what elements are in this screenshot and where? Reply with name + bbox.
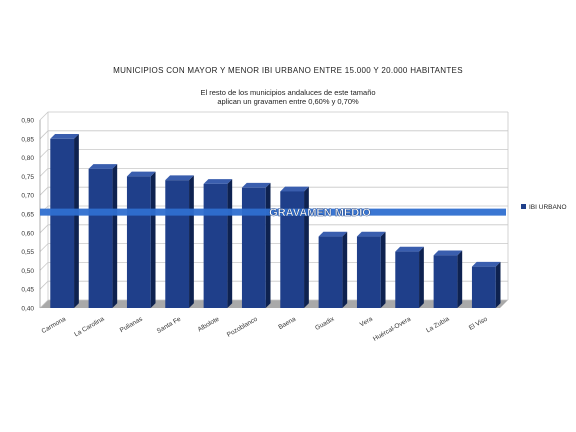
y-tick-label: 0,70: [21, 193, 34, 200]
x-tick-label: La Zubia: [425, 315, 451, 334]
bar-top: [356, 231, 386, 237]
x-tick-label: El Viso: [468, 315, 489, 331]
legend-label: IBI URBANO: [529, 204, 567, 211]
bar: [433, 250, 463, 308]
bar-front: [241, 187, 266, 308]
bar-front: [88, 168, 113, 308]
bar: [88, 164, 118, 308]
y-tick-label: 0,40: [21, 306, 34, 313]
bar-side: [380, 231, 386, 308]
bar: [203, 179, 233, 308]
bar-top: [88, 164, 118, 169]
x-tick-label: Vera: [359, 315, 374, 328]
bar-front: [165, 180, 190, 308]
bar: [280, 186, 309, 308]
plot-floor: [40, 300, 508, 308]
y-tick-label: 0,60: [21, 230, 34, 237]
x-tick-label: Albolote: [197, 315, 221, 333]
bar-top: [203, 179, 233, 184]
bar-top: [241, 182, 271, 188]
y-tick-label: 0,65: [21, 212, 34, 219]
x-tick-label: La Carolina: [73, 315, 106, 338]
bar: [395, 246, 424, 308]
bar-front: [203, 183, 228, 308]
bar-front: [471, 266, 496, 308]
bar-front: [356, 236, 381, 308]
bar-side: [74, 134, 79, 308]
y-tick-label: 0,55: [21, 249, 34, 256]
bar-side: [227, 179, 233, 308]
y-tick-label: 0,45: [21, 287, 34, 294]
y-tick-label: 0,85: [21, 136, 34, 143]
bar: [318, 231, 348, 308]
chart-title: MUNICIPIOS CON MAYOR Y MENOR IBI URBANO …: [113, 66, 463, 75]
bar-front: [318, 236, 343, 308]
x-tick-label: Pozoblanco: [226, 315, 259, 338]
bar: [165, 175, 194, 308]
bar-front: [126, 176, 151, 308]
bar-side: [457, 250, 463, 308]
bar-side: [304, 186, 309, 308]
bar-front: [50, 138, 75, 308]
legend-swatch: [521, 204, 526, 209]
y-tick-label: 0,80: [21, 155, 34, 162]
bar-top: [126, 171, 156, 177]
x-tick-label: Pulianas: [119, 315, 145, 334]
bar: [471, 261, 501, 308]
bar-front: [280, 191, 305, 308]
bar-top: [433, 250, 463, 256]
bar-top: [471, 261, 501, 267]
bar-side: [419, 246, 424, 308]
bar: [241, 182, 271, 308]
x-tick-label: Santa Fe: [156, 315, 183, 334]
x-tick-label: Baena: [277, 315, 297, 331]
chart-subtitle-line-1: El resto de los municipios andaluces de …: [200, 88, 376, 97]
bar-front: [395, 251, 420, 308]
bar-top: [165, 175, 194, 181]
x-tick-label: Guadix: [314, 315, 336, 332]
bar-side: [189, 175, 194, 308]
y-tick-label: 0,50: [21, 268, 34, 275]
x-tick-label: Carmona: [41, 315, 68, 335]
bar-top: [280, 186, 309, 192]
chart-subtitle-line-2: aplican un gravamen entre 0,60% y 0,70%: [217, 97, 359, 106]
bar-front: [433, 255, 458, 308]
bar-side: [342, 231, 348, 308]
bar-side: [265, 182, 271, 308]
bar-side: [495, 261, 501, 308]
bar: [126, 171, 156, 308]
bar-top: [395, 246, 424, 252]
y-tick-label: 0,75: [21, 174, 34, 181]
y-tick-label: 0,90: [21, 118, 34, 125]
bar: [50, 134, 79, 308]
legend: IBI URBANO: [521, 204, 567, 211]
bar: [356, 231, 386, 308]
average-line: [40, 208, 506, 216]
x-tick-label: Huércal-Overa: [372, 315, 412, 342]
average-line-label: GRAVAMEN MEDIO: [269, 207, 371, 219]
bar-side: [112, 164, 118, 308]
bar-side: [150, 171, 156, 308]
bar-top: [318, 231, 348, 237]
bar-top: [50, 134, 79, 139]
